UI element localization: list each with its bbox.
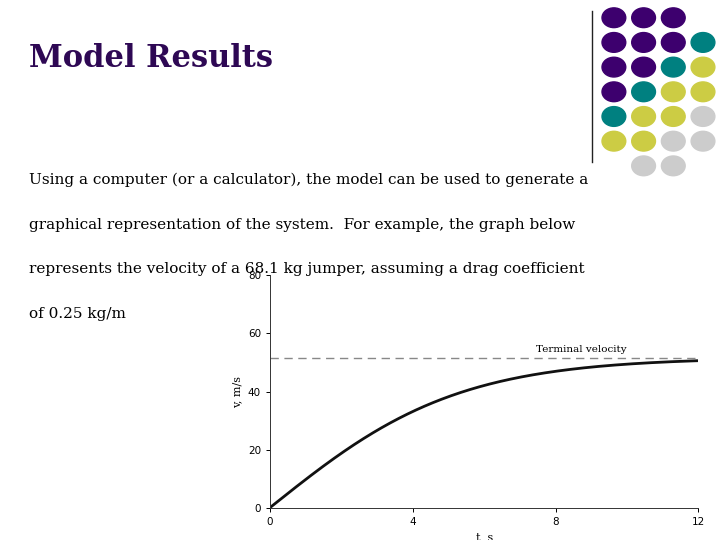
Y-axis label: v, m/s: v, m/s xyxy=(233,375,243,408)
Circle shape xyxy=(631,156,655,176)
Text: Model Results: Model Results xyxy=(29,43,273,74)
Circle shape xyxy=(631,32,655,52)
Text: graphical representation of the system.  For example, the graph below: graphical representation of the system. … xyxy=(29,218,575,232)
Circle shape xyxy=(662,106,685,126)
Circle shape xyxy=(691,131,715,151)
Circle shape xyxy=(602,82,626,102)
Text: Using a computer (or a calculator), the model can be used to generate a: Using a computer (or a calculator), the … xyxy=(29,173,588,187)
Circle shape xyxy=(602,106,626,126)
Circle shape xyxy=(662,156,685,176)
Circle shape xyxy=(631,57,655,77)
Circle shape xyxy=(602,32,626,52)
Circle shape xyxy=(631,106,655,126)
Circle shape xyxy=(662,131,685,151)
Circle shape xyxy=(631,131,655,151)
Circle shape xyxy=(602,131,626,151)
Circle shape xyxy=(691,82,715,102)
X-axis label: t, s: t, s xyxy=(476,532,492,540)
Circle shape xyxy=(691,106,715,126)
Circle shape xyxy=(691,57,715,77)
Circle shape xyxy=(631,8,655,28)
Circle shape xyxy=(602,8,626,28)
Circle shape xyxy=(602,57,626,77)
Circle shape xyxy=(691,32,715,52)
Circle shape xyxy=(662,57,685,77)
Text: represents the velocity of a 68.1 kg jumper, assuming a drag coefficient: represents the velocity of a 68.1 kg jum… xyxy=(29,262,585,276)
Text: of 0.25 kg/m: of 0.25 kg/m xyxy=(29,307,126,321)
Circle shape xyxy=(662,32,685,52)
Circle shape xyxy=(631,82,655,102)
Text: Terminal velocity: Terminal velocity xyxy=(536,345,626,354)
Circle shape xyxy=(662,8,685,28)
Circle shape xyxy=(662,82,685,102)
